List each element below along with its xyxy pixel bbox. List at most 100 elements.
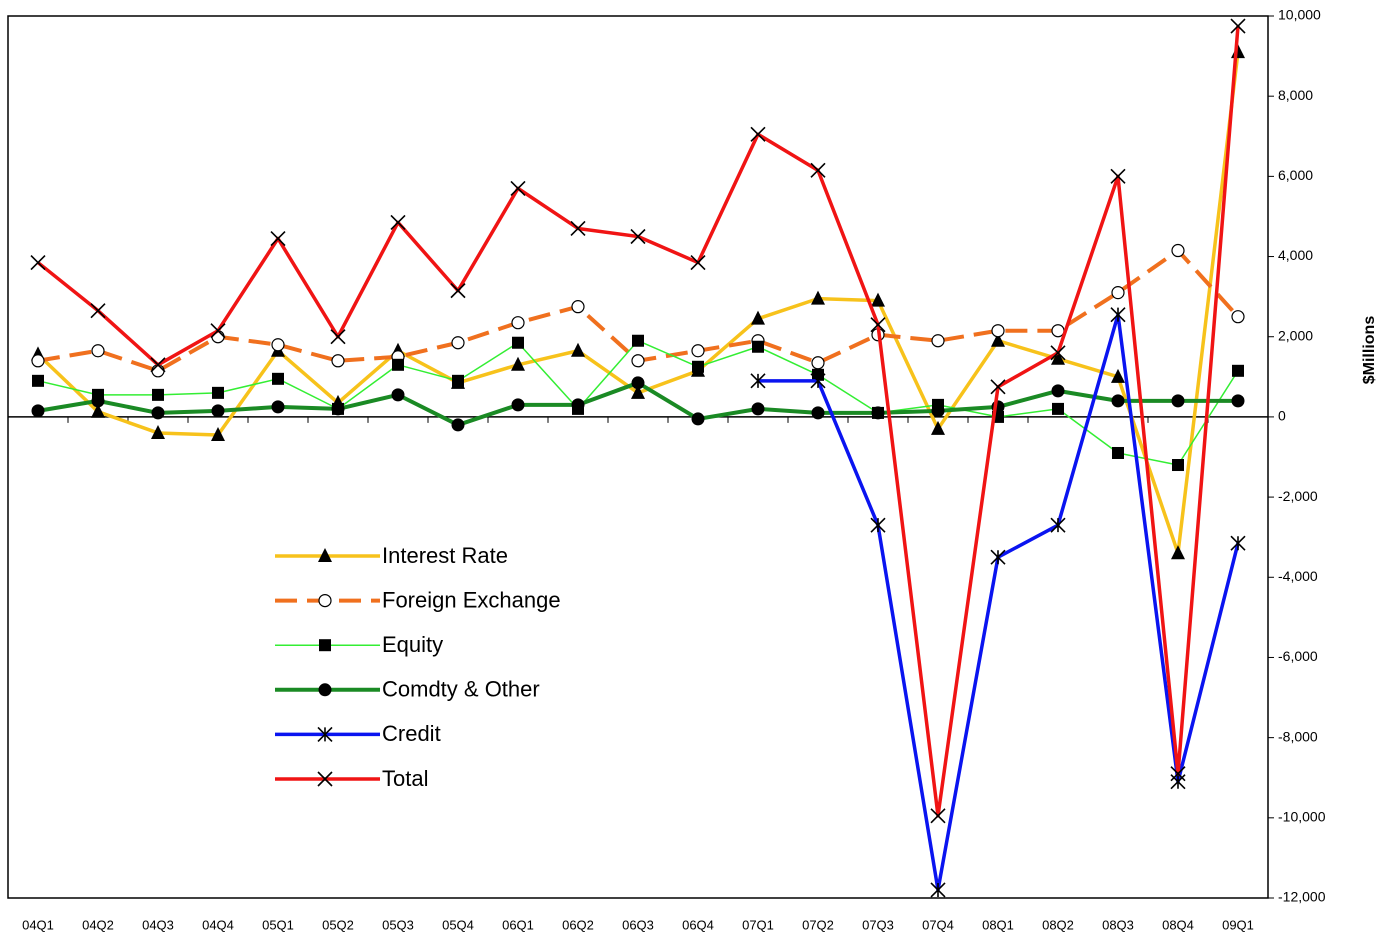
marker: [631, 354, 645, 368]
marker: [571, 342, 585, 357]
y-tick-label: -6,000: [1278, 648, 1318, 664]
marker: [392, 358, 404, 371]
series-line: [36, 51, 1240, 555]
marker: [691, 344, 705, 358]
x-tick-label: 04Q2: [82, 917, 114, 932]
marker: [152, 388, 164, 401]
marker: [151, 424, 165, 439]
x-tick-label: 07Q3: [862, 917, 894, 932]
marker: [390, 214, 406, 231]
y-axis-title: $Millions: [1361, 316, 1378, 385]
marker: [511, 398, 525, 412]
marker: [271, 338, 285, 352]
marker: [90, 303, 106, 319]
marker: [571, 398, 585, 412]
marker: [870, 517, 886, 533]
marker: [632, 334, 644, 347]
y-tick-label: 8,000: [1278, 87, 1313, 103]
marker: [570, 220, 586, 237]
legend-marker: [318, 593, 332, 608]
x-tick-label: 06Q4: [682, 917, 714, 932]
marker: [631, 376, 645, 390]
marker: [690, 254, 706, 271]
marker: [871, 406, 885, 420]
marker: [571, 300, 585, 314]
marker: [631, 384, 645, 399]
marker: [1231, 394, 1245, 408]
marker: [1051, 350, 1065, 365]
marker: [1052, 402, 1064, 415]
series-line: [36, 25, 1240, 818]
marker: [1110, 307, 1126, 323]
marker: [930, 882, 946, 898]
x-tick-label: 05Q1: [262, 917, 294, 932]
legend-label: Total: [382, 766, 428, 791]
x-tick-label: 05Q2: [322, 917, 354, 932]
marker: [1172, 459, 1184, 472]
marker: [692, 360, 704, 373]
marker: [271, 400, 285, 414]
marker: [30, 254, 46, 271]
marker: [451, 336, 465, 350]
x-tick-label: 08Q4: [1162, 917, 1194, 932]
legend-label: Credit: [382, 721, 441, 746]
marker: [810, 162, 826, 178]
x-tick-label: 09Q1: [1222, 917, 1254, 932]
marker: [990, 549, 1006, 565]
x-tick-label: 05Q3: [382, 917, 414, 932]
y-tick-label: 2,000: [1278, 327, 1313, 343]
x-tick-label: 04Q1: [22, 917, 54, 932]
marker: [931, 404, 945, 418]
legend-marker: [317, 771, 333, 787]
marker: [751, 402, 765, 416]
x-tick-label: 04Q4: [202, 917, 234, 932]
x-tick-label: 05Q4: [442, 917, 474, 932]
marker: [1111, 394, 1125, 408]
marker: [1110, 168, 1126, 184]
marker: [810, 373, 826, 389]
x-tick-label: 08Q2: [1042, 917, 1074, 932]
marker: [391, 388, 405, 402]
legend-marker: [318, 548, 332, 562]
marker: [930, 808, 946, 824]
x-tick-label: 04Q3: [142, 917, 174, 932]
marker: [270, 230, 286, 247]
marker: [1170, 766, 1186, 782]
y-tick-label: 4,000: [1278, 247, 1313, 263]
legend-label: Foreign Exchange: [382, 587, 561, 612]
marker: [1230, 18, 1246, 34]
marker: [91, 403, 105, 418]
marker: [1171, 394, 1185, 408]
marker: [750, 126, 766, 142]
marker: [451, 418, 465, 432]
x-tick-label: 07Q4: [922, 917, 954, 932]
marker: [511, 356, 525, 371]
x-tick-label: 06Q1: [502, 917, 534, 932]
marker: [450, 283, 466, 299]
marker: [1050, 517, 1066, 533]
marker: [991, 332, 1005, 347]
marker: [1230, 535, 1246, 551]
y-tick-label: -12,000: [1278, 889, 1326, 905]
marker: [750, 373, 766, 389]
marker: [1232, 364, 1244, 377]
marker: [1051, 324, 1065, 338]
marker: [1050, 345, 1066, 361]
legend-marker: [318, 683, 332, 697]
x-tick-label: 07Q2: [802, 917, 834, 932]
marker: [1051, 384, 1065, 398]
marker: [811, 406, 825, 420]
legend-marker: [319, 639, 331, 652]
y-tick-label: -2,000: [1278, 488, 1318, 504]
marker: [91, 394, 105, 408]
marker: [931, 334, 945, 348]
legend-label: Comdty & Other: [382, 677, 540, 702]
y-tick-label: -4,000: [1278, 568, 1318, 584]
marker: [272, 372, 284, 385]
marker: [512, 336, 524, 349]
marker: [31, 404, 45, 418]
x-tick-label: 06Q2: [562, 917, 594, 932]
marker: [510, 180, 526, 196]
y-tick-label: 6,000: [1278, 167, 1313, 183]
